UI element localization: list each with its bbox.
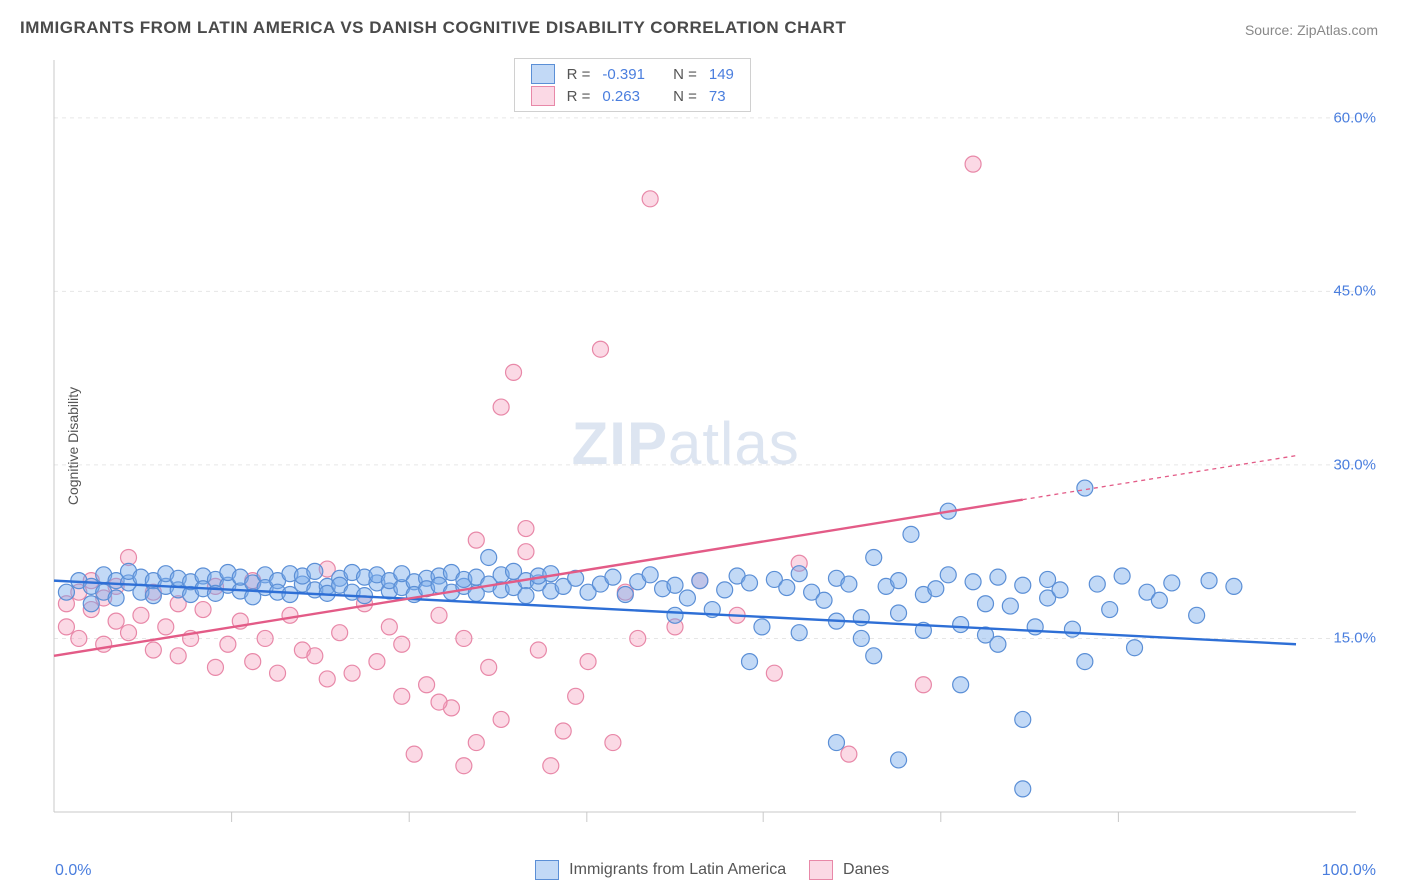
legend-label-immigrants: Immigrants from Latin America <box>569 861 786 878</box>
legend-correlation-box: R = -0.391 N = 149 R = 0.263 N = 73 <box>514 58 751 112</box>
n-value-0: 149 <box>703 63 740 85</box>
legend-label-danes: Danes <box>843 861 889 878</box>
n-label-0: N = <box>667 63 703 85</box>
swatch-danes <box>531 86 555 106</box>
legend-row-danes: R = 0.263 N = 73 <box>525 85 740 107</box>
source-attribution: Source: ZipAtlas.com <box>1245 22 1378 38</box>
r-label-1: R = <box>561 85 597 107</box>
r-value-0: -0.391 <box>596 63 651 85</box>
source-link[interactable]: ZipAtlas.com <box>1297 22 1378 38</box>
scatter-plot <box>50 56 1356 836</box>
legend-bottom: Immigrants from Latin America Danes <box>0 860 1406 880</box>
n-label-1: N = <box>667 85 703 107</box>
y-tick-label: 30.0% <box>1333 456 1376 473</box>
chart-title: IMMIGRANTS FROM LATIN AMERICA VS DANISH … <box>20 18 846 38</box>
swatch-immigrants <box>531 64 555 84</box>
y-tick-label: 45.0% <box>1333 283 1376 300</box>
y-tick-label: 60.0% <box>1333 109 1376 126</box>
legend-row-immigrants: R = -0.391 N = 149 <box>525 63 740 85</box>
y-axis-label: Cognitive Disability <box>65 387 81 505</box>
r-label-0: R = <box>561 63 597 85</box>
source-label: Source: <box>1245 22 1297 38</box>
swatch-bottom-danes <box>809 860 833 880</box>
r-value-1: 0.263 <box>596 85 651 107</box>
n-value-1: 73 <box>703 85 740 107</box>
y-tick-label: 15.0% <box>1333 630 1376 647</box>
swatch-bottom-immigrants <box>535 860 559 880</box>
